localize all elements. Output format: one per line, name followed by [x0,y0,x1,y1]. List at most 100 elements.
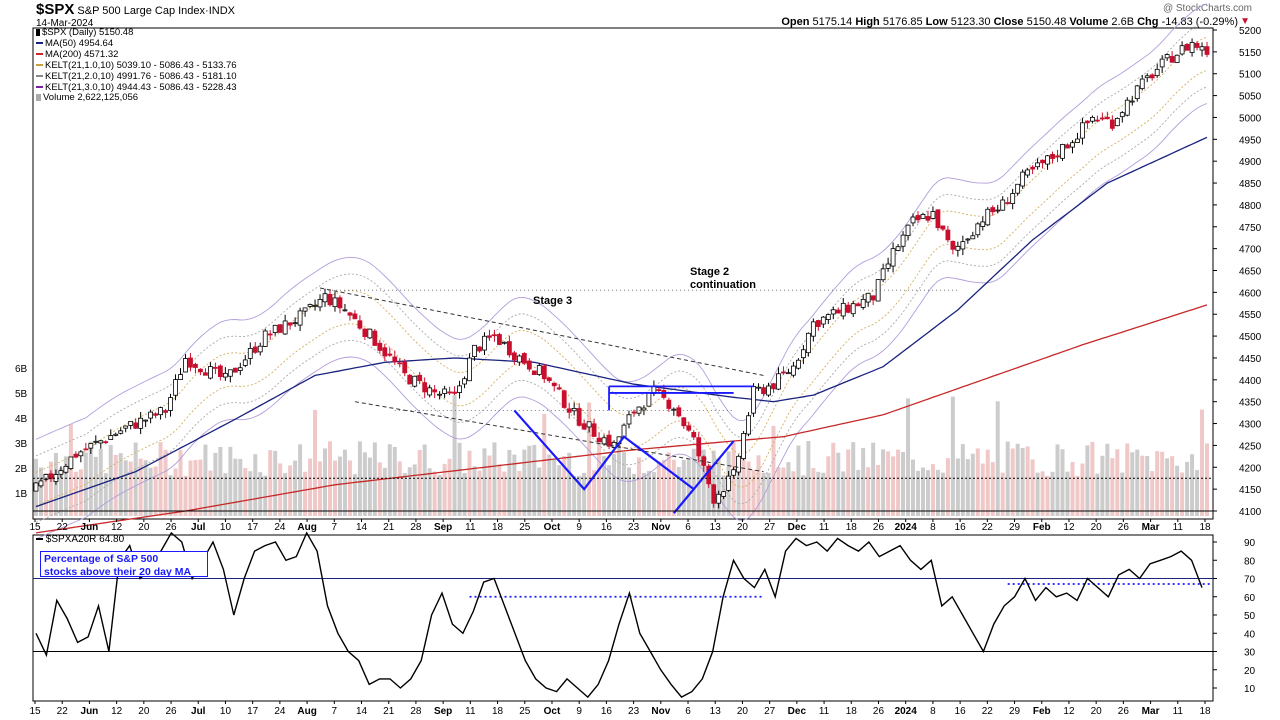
volume-bar [342,449,347,516]
volume-bar [218,446,223,516]
volume-bar [831,442,836,516]
candle [113,432,119,437]
symbol: $SPX [36,1,75,18]
x-tick-label: 28 [410,522,422,533]
candle [452,386,457,396]
volume-bar [123,460,128,516]
volume-bar [158,442,163,516]
candle [576,403,582,427]
watermark: @ StockCharts.com [1162,3,1252,14]
volume-bar [950,396,955,516]
candle [736,454,742,476]
volume-bar [313,409,318,516]
candle [551,382,557,392]
candle [805,332,811,357]
x-tick-label: Nov [651,706,670,717]
candle [193,362,198,374]
volume-bar [138,458,143,516]
candle-body [691,432,697,438]
candle-body [1139,78,1145,90]
candle [1164,53,1170,61]
volume-bar [397,461,402,516]
volume-bar [1150,471,1155,516]
candle-body [955,246,961,251]
candle [188,352,193,372]
legend-item-kelt2: KELT(21,2.0,10) 4991.76 - 5086.43 - 5181… [36,71,237,83]
candle-icon [36,28,40,36]
volume-bars [34,394,1210,516]
candle-body [825,314,831,320]
candle-body [970,235,976,240]
volume-bar [612,453,617,516]
candle-body [656,389,662,392]
volume-bar [537,467,542,516]
candle [516,354,522,366]
volume-bar [278,463,283,516]
candle-body [407,374,413,385]
candle-body [153,413,158,416]
candle-body [462,378,467,385]
candle [33,482,39,492]
x-tick-label: 13 [710,706,722,717]
candle [1204,41,1210,58]
volume-bar [756,455,761,516]
volume-bar [427,468,432,516]
candle [890,242,896,273]
volume-bar [676,467,681,516]
volume-bar [462,472,467,516]
price-tick-label: 4650 [1239,267,1262,278]
volume-bar [597,441,602,516]
volume-label: Volume [1069,16,1109,28]
volume-bar [532,444,537,516]
volume-bar [751,470,756,516]
candle [1055,149,1060,163]
breadth-tick-label: 20 [1244,666,1256,677]
volume-bar [208,470,213,516]
volume-bar [1165,458,1170,516]
volume-bar [73,471,78,516]
candle-body [502,341,507,344]
legend-item-price: $SPX (Daily) 5150.48 [36,27,237,39]
volume-bar [836,452,841,516]
volume-bar [557,465,562,516]
volume-bar [1045,475,1050,516]
candle-body [511,352,517,361]
candle [432,385,438,399]
volume-bar [651,472,656,516]
candle [93,435,99,445]
volume-bar [163,449,168,516]
candle-body [890,248,896,267]
candle-body [302,307,308,312]
candle-body [591,423,597,437]
volume-bar [183,475,188,516]
candle-body [810,321,816,337]
volume-bar [841,471,846,516]
candle-body [492,334,497,337]
price-tick-label: 5200 [1239,26,1262,37]
candle [686,421,692,432]
x-tick-label: 23 [628,522,640,533]
volume-bar [592,470,597,516]
volume-bar [876,464,881,516]
x-tick-label: 16 [601,706,613,717]
candle [980,216,986,231]
x-tick-label: 6 [685,522,691,533]
candle-body [222,372,228,378]
volume-bar [851,442,856,516]
line-swatch-icon [36,53,43,56]
candle [347,311,353,321]
volume-bar [298,444,303,516]
candle-body [193,363,198,368]
candle-body [118,430,124,434]
volume-bar [636,457,641,516]
volume-bar [1205,443,1210,516]
legend-item-volume: Volume 2,622,125,056 [36,92,237,104]
candle [1139,74,1145,91]
candle [148,409,154,424]
breadth-tick-label: 90 [1244,538,1256,549]
candle-body [198,368,203,373]
x-tick-label: 26 [1118,706,1130,717]
x-tick-label: 12 [111,522,123,533]
candle [497,332,502,346]
candle-body [1020,171,1026,187]
